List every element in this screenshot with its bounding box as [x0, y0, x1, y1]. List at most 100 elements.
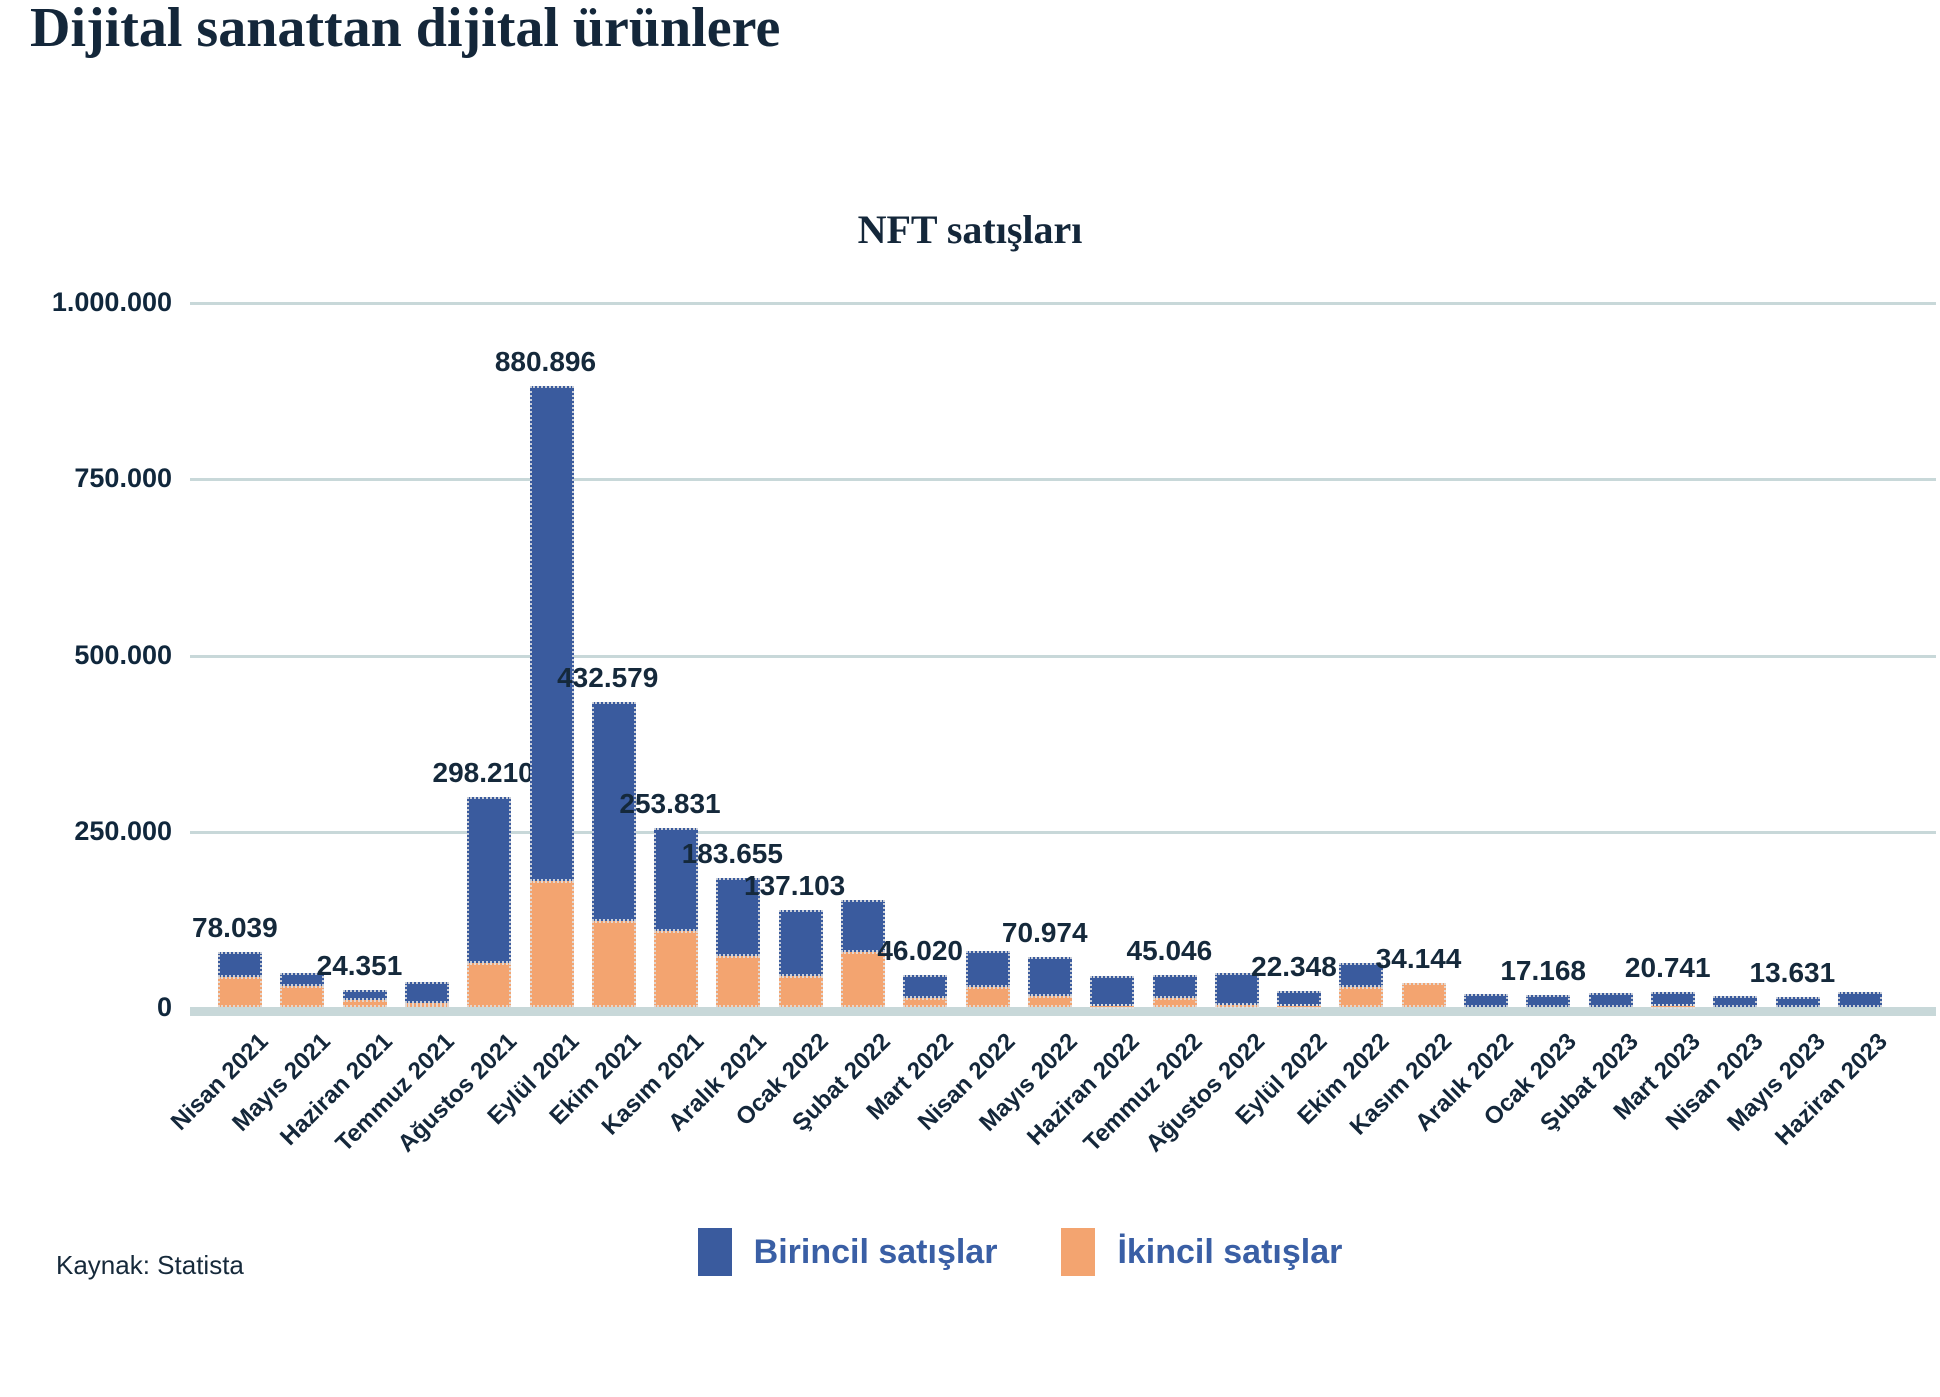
segment-primary-sales [280, 973, 325, 986]
segment-primary-sales [654, 828, 699, 931]
segment-secondary-sales [1152, 997, 1197, 1007]
bar-kasım-2022 [1401, 982, 1446, 1007]
bar-aralık-2021 [716, 877, 761, 1007]
segment-primary-sales [778, 910, 823, 976]
bar-value-label: 24.351 [316, 949, 403, 981]
bar-temmuz-2022 [1152, 975, 1197, 1007]
segment-secondary-sales [903, 997, 948, 1007]
segment-primary-sales [1526, 994, 1571, 1007]
legend-label: İkincil satışlar [1117, 1232, 1343, 1271]
bar-value-label: 298.210 [432, 756, 534, 788]
segment-secondary-sales [529, 881, 574, 1007]
segment-primary-sales [716, 877, 761, 957]
page-title: Dijital sanattan dijital ürünlere [30, 0, 781, 59]
segment-secondary-sales [1401, 982, 1446, 1007]
segment-primary-sales [903, 974, 948, 998]
bar-eylül-2022 [1277, 991, 1322, 1007]
segment-primary-sales [1650, 992, 1695, 1006]
bar-ocak-2023 [1526, 994, 1571, 1007]
gridline [190, 654, 1936, 658]
bar-nisan-2021 [218, 951, 262, 1007]
y-axis-tick-label: 0 [156, 992, 172, 1022]
segment-primary-sales [1339, 963, 1384, 988]
segment-secondary-sales [1650, 1005, 1695, 1007]
bar-ekim-2022 [1339, 963, 1384, 1007]
bar-ocak-2022 [778, 910, 823, 1007]
bar-haziran-2021 [342, 989, 387, 1007]
segment-secondary-sales [654, 930, 699, 1007]
bar-mayıs-2023 [1775, 997, 1820, 1007]
segment-secondary-sales [1214, 1004, 1259, 1007]
bar-haziran-2023 [1837, 992, 1882, 1007]
segment-secondary-sales [1277, 1006, 1322, 1007]
y-axis-tick-label: 750.000 [74, 463, 172, 494]
legend-label: Birincil satışlar [753, 1232, 998, 1271]
gridline [190, 830, 1936, 834]
segment-primary-sales [218, 951, 262, 977]
segment-secondary-sales [591, 920, 636, 1007]
bar-value-label: 70.974 [1001, 916, 1088, 948]
segment-secondary-sales [1090, 1005, 1135, 1007]
bar-şubat-2023 [1588, 992, 1633, 1007]
bar-kasım-2021 [654, 828, 699, 1007]
segment-secondary-sales [404, 1002, 449, 1007]
segment-secondary-sales [280, 985, 325, 1007]
bar-ağustos-2022 [1214, 973, 1259, 1007]
legend-swatch [697, 1228, 732, 1276]
bar-value-label: 432.579 [557, 662, 659, 694]
bar-aralık-2022 [1464, 993, 1508, 1007]
segment-primary-sales [841, 899, 885, 952]
segment-primary-sales [1027, 956, 1072, 997]
segment-secondary-sales [1027, 996, 1072, 1007]
bar-nisan-2022 [965, 950, 1010, 1007]
segment-primary-sales [1152, 975, 1197, 998]
segment-primary-sales [1837, 992, 1882, 1007]
bar-value-label: 45.046 [1126, 935, 1213, 967]
segment-primary-sales [1588, 992, 1633, 1007]
chart-title: NFT satışları [857, 207, 1083, 252]
segment-primary-sales [342, 989, 387, 1000]
bar-value-label: 78.039 [192, 911, 278, 943]
bar-mayıs-2022 [1027, 956, 1072, 1007]
bar-ağustos-2021 [467, 796, 512, 1007]
gridline [190, 302, 1936, 305]
bar-value-label: 22.348 [1251, 951, 1337, 983]
bar-eylül-2021 [529, 385, 574, 1007]
legend-swatch [1061, 1228, 1096, 1276]
bar-value-label: 253.831 [619, 788, 721, 820]
legend-item-primary-sales: Birincil satışlar [697, 1228, 998, 1276]
y-axis-tick-label: 250.000 [74, 815, 172, 846]
legend-item-secondary-sales: İkincil satışlar [1061, 1228, 1342, 1276]
bar-mayıs-2021 [280, 973, 325, 1007]
segment-primary-sales [467, 796, 512, 963]
bar-value-label: 46.020 [877, 934, 963, 966]
segment-primary-sales [591, 702, 636, 921]
segment-secondary-sales [716, 956, 761, 1007]
segment-secondary-sales [342, 999, 387, 1007]
bar-mart-2022 [903, 974, 948, 1007]
bar-value-label: 183.655 [681, 837, 783, 869]
bar-value-label: 137.103 [744, 870, 846, 902]
segment-primary-sales [1464, 993, 1508, 1007]
segment-primary-sales [1775, 997, 1820, 1007]
segment-primary-sales [1277, 991, 1322, 1007]
y-axis-tick-label: 1.000.000 [51, 287, 172, 317]
bar-temmuz-2021 [404, 981, 449, 1007]
bar-mart-2023 [1650, 992, 1695, 1007]
bar-şubat-2022 [841, 899, 885, 1007]
segment-secondary-sales [841, 951, 885, 1007]
segment-secondary-sales [778, 975, 823, 1007]
bar-value-label: 20.741 [1624, 952, 1711, 984]
bar-nisan-2023 [1713, 995, 1758, 1007]
x-axis-baseline [190, 1007, 1936, 1016]
bar-value-label: 17.168 [1500, 954, 1586, 986]
y-axis-tick-label: 500.000 [74, 639, 172, 670]
bar-value-label: 34.144 [1375, 942, 1462, 974]
gridline [190, 478, 1936, 482]
segment-secondary-sales [467, 962, 512, 1007]
bar-value-label: 880.896 [494, 345, 597, 377]
segment-primary-sales [1214, 973, 1259, 1005]
segment-primary-sales [404, 981, 449, 1003]
